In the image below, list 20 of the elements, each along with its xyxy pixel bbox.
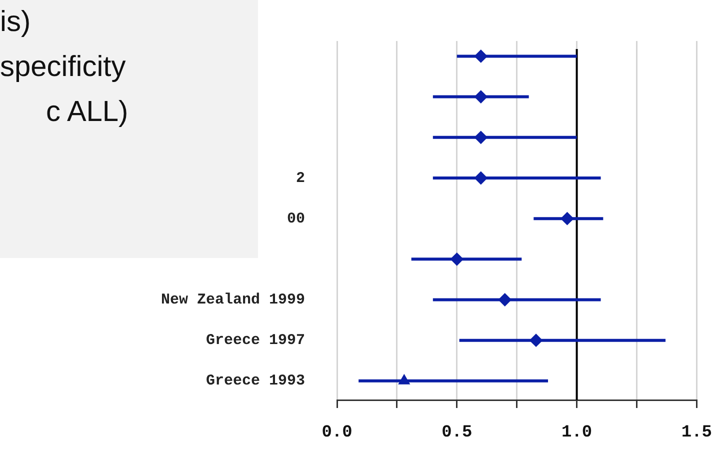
x-tick-label: 0.5 — [442, 423, 472, 442]
point — [498, 293, 512, 306]
point — [474, 171, 488, 184]
point — [560, 212, 574, 226]
y-tick-label: 2 — [296, 170, 305, 187]
y-tick-label: Greece 1993 — [206, 372, 305, 390]
x-tick-label: 0.0 — [322, 423, 352, 442]
point — [530, 334, 543, 347]
text: c ALL) — [46, 96, 128, 129]
y-tick-label: 00 — [286, 210, 305, 228]
y-tick-label: Greece 1997 — [206, 332, 305, 350]
point — [474, 90, 488, 104]
y-tick-label: New Zealand 1999 — [160, 292, 305, 309]
text: is) — [0, 6, 31, 39]
text: specificity — [0, 51, 126, 84]
x-tick-label: 1.0 — [561, 423, 592, 442]
point — [474, 130, 488, 144]
x-tick-label: 1.5 — [681, 423, 712, 442]
point — [450, 252, 464, 266]
point — [474, 50, 488, 63]
